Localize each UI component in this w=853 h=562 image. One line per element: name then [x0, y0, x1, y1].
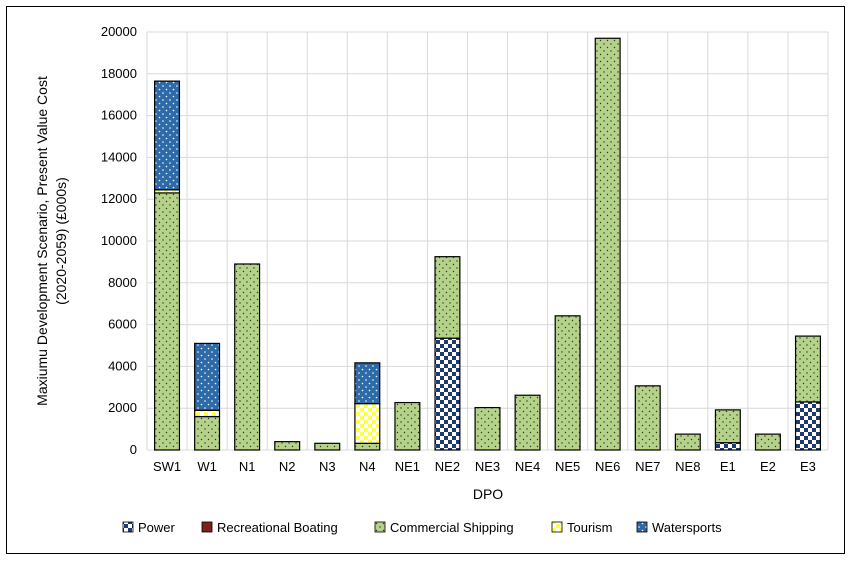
legend-label: Power	[138, 520, 176, 535]
x-tick-label: N2	[279, 459, 296, 474]
bar-segment-tourism	[194, 409, 221, 418]
bar-segment-commercial-shipping	[794, 335, 821, 403]
y-axis-title-line1: Maxiumu Development Scenario, Present Va…	[34, 76, 50, 406]
bar-segment-watersports	[154, 80, 181, 191]
bar-segment-power	[714, 442, 741, 451]
legend: Power Recreational Boating Commercial Ship…	[122, 520, 722, 535]
bar-segment-commercial-shipping	[154, 192, 181, 451]
y-tick-label: 6000	[108, 317, 137, 332]
x-tick-label: NE7	[635, 459, 660, 474]
y-tick-label: 12000	[101, 191, 137, 206]
x-tick-label: NE5	[555, 459, 580, 474]
bar-segment-commercial-shipping	[594, 37, 621, 451]
bar-segment-commercial-shipping	[714, 409, 741, 444]
y-tick-label: 10000	[101, 233, 137, 248]
legend-swatch	[551, 521, 563, 533]
bar-segment-power	[434, 337, 461, 451]
x-tick-label: N4	[359, 459, 376, 474]
y-tick-label: 20000	[101, 24, 137, 39]
bar-segment-commercial-shipping	[354, 442, 381, 451]
x-tick-label: NE3	[475, 459, 500, 474]
bar-segment-watersports	[194, 342, 221, 411]
bar-segment-power	[794, 401, 821, 451]
bar-segment-watersports	[354, 362, 381, 405]
bar-segment-commercial-shipping	[554, 315, 581, 451]
y-tick-label: 0	[130, 442, 137, 457]
y-tick-label: 16000	[101, 108, 137, 123]
x-tick-label: N3	[319, 459, 336, 474]
bar-segment-tourism	[354, 403, 381, 444]
bar-segment-commercial-shipping	[234, 263, 261, 451]
x-tick-label: N1	[239, 459, 256, 474]
legend-label: Commercial Shipping	[390, 520, 514, 535]
tick-labels: 0 2000 4000 6000 8000 10000 12000 14000 16000 180…	[101, 24, 816, 474]
legend-swatch	[374, 521, 386, 533]
x-axis-title: DPO	[473, 486, 503, 502]
bar-segment-commercial-shipping	[434, 256, 461, 339]
bar-segment-commercial-shipping	[754, 433, 781, 451]
x-tick-label: NE4	[515, 459, 540, 474]
x-tick-label: W1	[197, 459, 217, 474]
legend-label: Watersports	[652, 520, 722, 535]
bar-segment-commercial-shipping	[514, 394, 541, 451]
y-tick-label: 4000	[108, 358, 137, 373]
bar-segment-commercial-shipping	[314, 442, 341, 451]
bar-segment-commercial-shipping	[634, 385, 661, 451]
bar-segment-commercial-shipping	[274, 441, 301, 451]
x-tick-label: E1	[720, 459, 736, 474]
x-tick-label: E3	[800, 459, 816, 474]
legend-swatch	[201, 521, 213, 533]
gridlines	[146, 31, 829, 451]
y-tick-label: 14000	[101, 149, 137, 164]
x-tick-label: NE8	[675, 459, 700, 474]
chart-frame	[6, 6, 845, 554]
y-axis-title-line2: (2020-2059) (£000s)	[53, 177, 69, 305]
y-tick-label: 18000	[101, 66, 137, 81]
x-tick-label: SW1	[153, 459, 181, 474]
bar-segment-commercial-shipping	[474, 406, 501, 451]
bars	[154, 37, 821, 451]
x-tick-label: E2	[760, 459, 776, 474]
bar-segment-commercial-shipping	[394, 401, 421, 451]
legend-swatch	[122, 521, 134, 533]
legend-label: Recreational Boating	[217, 520, 338, 535]
legend-label: Tourism	[567, 520, 613, 535]
bar-segment-commercial-shipping	[194, 415, 221, 451]
y-tick-label: 8000	[108, 275, 137, 290]
y-tick-label: 2000	[108, 400, 137, 415]
bar-segment-commercial-shipping	[674, 433, 701, 451]
x-tick-label: NE6	[595, 459, 620, 474]
legend-swatch	[636, 521, 648, 533]
x-tick-label: NE1	[395, 459, 420, 474]
x-tick-label: NE2	[435, 459, 460, 474]
